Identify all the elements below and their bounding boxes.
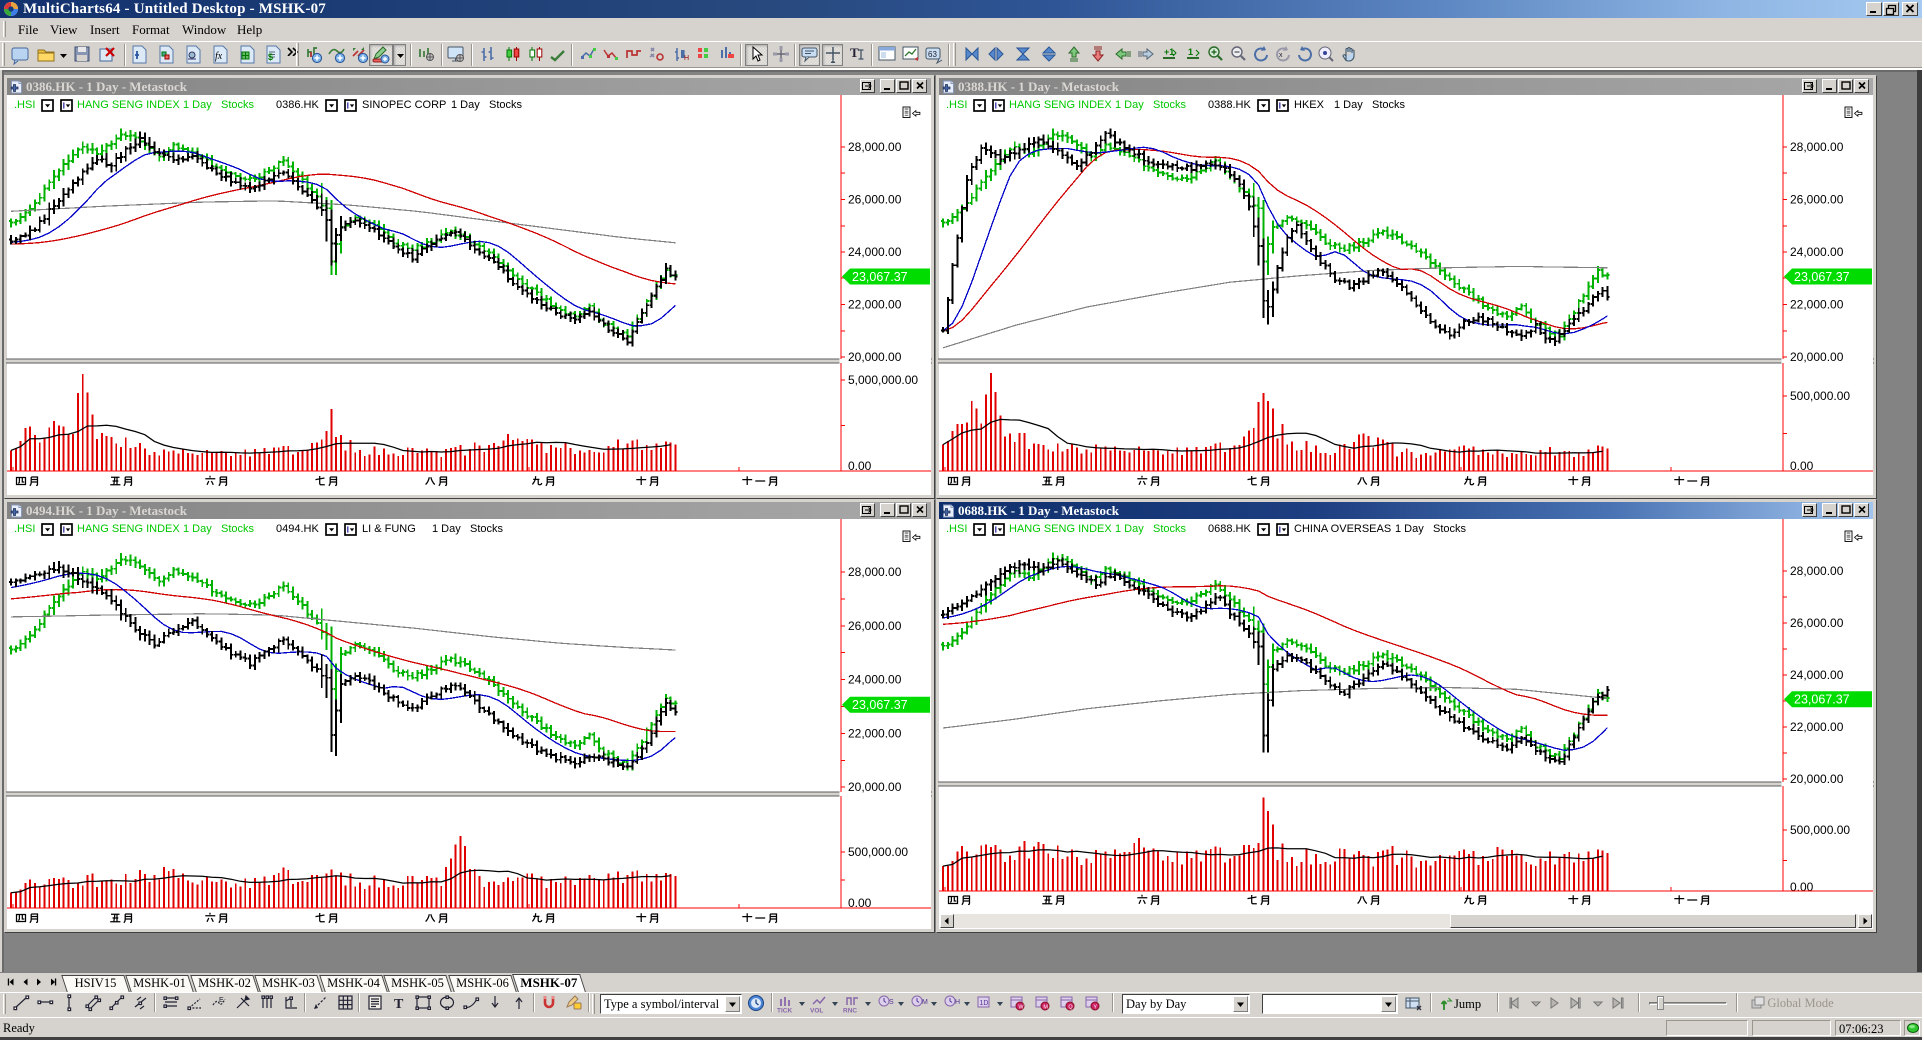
svg-text:20,000.00: 20,000.00 [1790,772,1844,786]
svg-text:VOL: VOL [810,1008,823,1014]
svg-text:500,000.00: 500,000.00 [1790,389,1850,403]
svg-text:63: 63 [928,50,937,59]
svg-text:5,000,000.00: 5,000,000.00 [848,373,918,387]
svg-text:Jump: Jump [1454,997,1481,1011]
svg-text:0.00: 0.00 [848,459,872,473]
svg-text:$: $ [268,52,273,62]
svg-text:24,000.00: 24,000.00 [1790,245,1844,259]
svg-text:28,000.00: 28,000.00 [848,565,902,579]
svg-text:S: S [889,999,894,1006]
svg-text:+1: +1 [1164,47,1174,57]
svg-text:22,000.00: 22,000.00 [1790,298,1844,312]
svg-text:28,000.00: 28,000.00 [1790,564,1844,578]
svg-text:E: E [219,997,224,1004]
svg-text:x: x [1279,52,1283,59]
svg-text:W: W [1018,1005,1024,1011]
svg-text:M: M [1043,1005,1048,1011]
svg-text:24,000.00: 24,000.00 [848,245,902,259]
svg-text:23,067.37: 23,067.37 [852,270,908,284]
svg-text:26,000.00: 26,000.00 [1790,193,1844,207]
svg-text:22,000.00: 22,000.00 [1790,720,1844,734]
svg-text:20,000.00: 20,000.00 [848,780,902,794]
svg-text:23,067.37: 23,067.37 [1794,270,1850,284]
svg-text:22,000.00: 22,000.00 [848,298,902,312]
svg-text:24,000.00: 24,000.00 [848,673,902,687]
svg-text:26,000.00: 26,000.00 [1790,616,1844,630]
svg-text:500,000.00: 500,000.00 [1790,823,1850,837]
svg-text:1D: 1D [980,1000,989,1007]
svg-text:0.00: 0.00 [1790,459,1814,473]
svg-text:0.00: 0.00 [1790,880,1814,894]
svg-text:fx: fx [215,51,223,62]
svg-text:28,000.00: 28,000.00 [1790,140,1844,154]
svg-text:26,000.00: 26,000.00 [848,619,902,633]
svg-text:H: H [955,999,960,1006]
svg-text:20,000.00: 20,000.00 [1790,350,1844,364]
svg-text:H: H [684,55,689,62]
svg-text:23,067.37: 23,067.37 [1794,693,1850,707]
svg-text:T: T [394,997,404,1012]
svg-text:Y: Y [1093,1005,1097,1011]
svg-text:1: 1 [1188,47,1193,57]
svg-text:M: M [922,999,928,1006]
svg-text:500,000.00: 500,000.00 [848,845,908,859]
svg-text:24,000.00: 24,000.00 [1790,668,1844,682]
svg-text:Q: Q [1068,1005,1073,1011]
svg-text:0.00: 0.00 [848,896,872,910]
svg-text:RNC: RNC [843,1008,857,1014]
svg-text:23,067.37: 23,067.37 [852,698,908,712]
svg-text:20,000.00: 20,000.00 [848,350,902,364]
svg-text:22,000.00: 22,000.00 [848,726,902,740]
svg-text:T: T [850,45,859,60]
svg-text:26,000.00: 26,000.00 [848,193,902,207]
svg-text:28,000.00: 28,000.00 [848,140,902,154]
svg-text:TICK: TICK [777,1008,792,1014]
